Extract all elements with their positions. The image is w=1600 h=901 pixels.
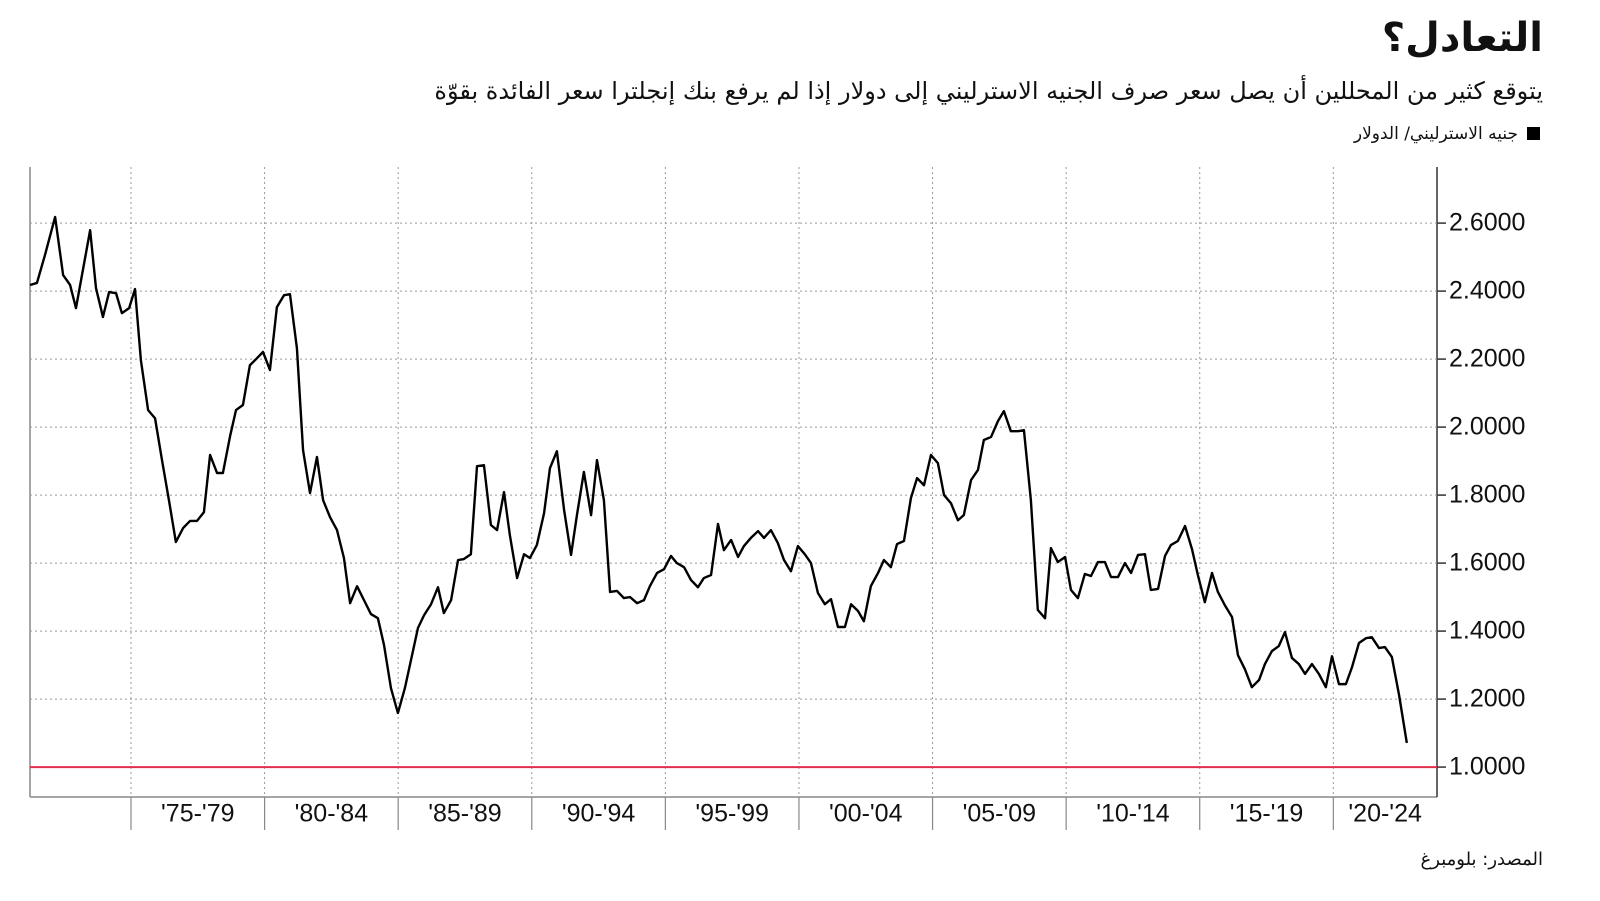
x-tick-label: '85-'89: [428, 800, 502, 828]
x-tick-label: '95-'99: [695, 800, 769, 828]
line-series: [29, 215, 1408, 744]
y-tick-label: 2.6000: [1449, 209, 1525, 237]
x-tick-label: '80-'84: [295, 800, 369, 828]
chart-title: التعادل؟: [1382, 15, 1543, 61]
legend-label: جنيه الاسترليني/ الدولار: [1353, 124, 1518, 144]
x-tick-label: '00-'04: [829, 800, 903, 828]
x-tick-label: '20-'24: [1348, 800, 1422, 828]
y-tick-label: 2.2000: [1449, 345, 1525, 373]
y-tick-label: 1.2000: [1449, 685, 1525, 713]
x-tick-label: '90-'94: [562, 800, 636, 828]
y-tick-label: 2.0000: [1449, 413, 1525, 441]
source: المصدر: بلومبرغ: [1421, 849, 1543, 870]
chart-subtitle: يتوقع كثير من المحللين أن يصل سعر صرف ال…: [434, 75, 1543, 106]
x-tick-label: '10-'14: [1096, 800, 1170, 828]
y-tick-label: 1.0000: [1449, 753, 1525, 781]
y-tick-label: 1.6000: [1449, 549, 1525, 577]
x-tick-label: '75-'79: [161, 800, 235, 828]
y-tick-label: 1.8000: [1449, 481, 1525, 509]
y-tick-label: 2.4000: [1449, 277, 1525, 305]
y-tick-label: 1.4000: [1449, 617, 1525, 645]
x-tick-label: '05-'09: [963, 800, 1037, 828]
legend-swatch: [1527, 127, 1540, 140]
x-tick-label: '15-'19: [1230, 800, 1304, 828]
